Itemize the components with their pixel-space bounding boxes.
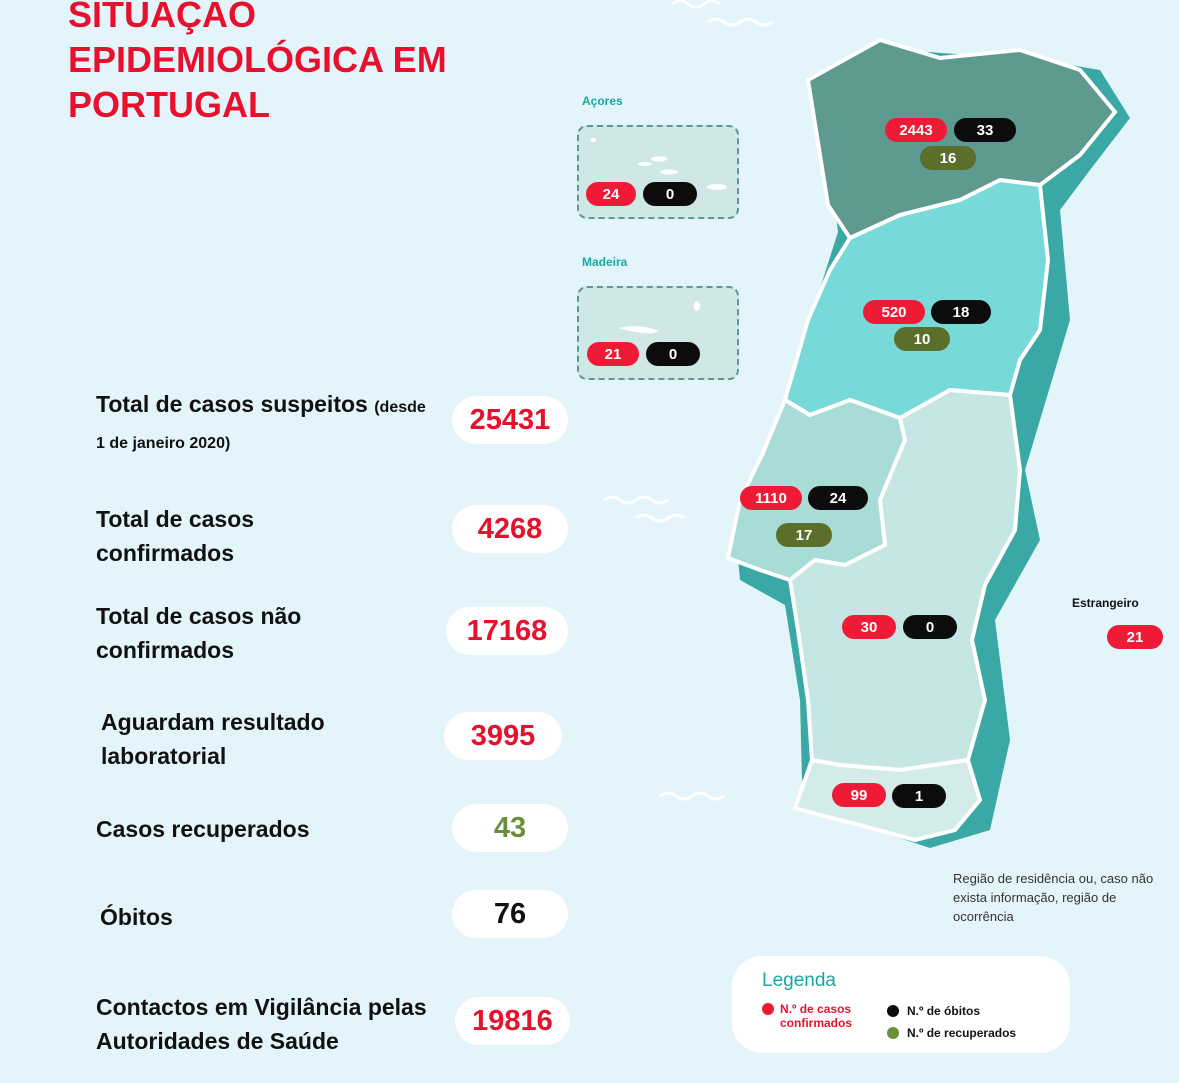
legend: Legenda N.º de casos confirmados N.º de … <box>732 956 1070 1053</box>
region-algarve[interactable] <box>792 757 983 843</box>
centro-recuperados: 10 <box>894 327 950 351</box>
centro-obitos: 18 <box>931 300 991 324</box>
suspeitos-label: Total de casos suspeitos (desde 1 de jan… <box>96 388 426 460</box>
acores-confirmados: 24 <box>586 182 636 206</box>
madeira-confirmados: 21 <box>587 342 639 366</box>
page-title: SITUAÇÃO EPIDEMIOLÓGICA EM PORTUGAL <box>68 0 447 125</box>
suspeitos-value: 25431 <box>452 396 568 444</box>
confirmados-label: Total de casos confirmados <box>96 506 255 566</box>
alentejo-confirmados: 30 <box>842 615 896 639</box>
aguardam-label: Aguardam resultado laboratorial <box>101 709 325 769</box>
legend-obitos: N.º de óbitos <box>907 1004 981 1018</box>
wave-decoration <box>603 0 773 801</box>
lisboa-obitos: 24 <box>808 486 868 510</box>
legend-red-dot-icon <box>762 1003 774 1015</box>
estrangeiro-label: Estrangeiro <box>1072 596 1139 610</box>
contactos-label: Contactos em Vigilância pelas Autoridade… <box>96 994 427 1054</box>
algarve-confirmados: 99 <box>832 783 886 807</box>
centro-confirmados: 520 <box>863 300 925 324</box>
legend-black-dot-icon <box>887 1005 899 1017</box>
legend-green-dot-icon <box>887 1027 899 1039</box>
lisboa-confirmados: 1110 <box>740 486 802 510</box>
norte-obitos: 33 <box>954 118 1016 142</box>
madeira-obitos: 0 <box>646 342 700 366</box>
acores-islands <box>590 138 727 190</box>
region-note: Região de residência ou, caso não exista… <box>953 871 1154 924</box>
madeira-title: Madeira <box>582 255 628 269</box>
obitos-value: 76 <box>452 890 568 938</box>
estrangeiro-confirmados: 21 <box>1107 625 1163 649</box>
acores-title: Açores <box>582 94 623 108</box>
recuperados-value: 43 <box>452 804 568 852</box>
acores-obitos: 0 <box>643 182 697 206</box>
region-centro[interactable] <box>782 177 1051 421</box>
nao-confirmados-label: Total de casos não confirmados <box>96 603 302 663</box>
recuperados-label: Casos recuperados <box>96 816 310 842</box>
legend-title: Legenda <box>762 970 836 991</box>
obitos-label: Óbitos <box>100 904 173 930</box>
aguardam-value: 3995 <box>444 712 562 760</box>
legend-recuperados: N.º de recuperados <box>907 1026 1017 1040</box>
lisboa-recuperados: 17 <box>776 523 832 547</box>
confirmados-value: 4268 <box>452 505 568 553</box>
norte-confirmados: 2443 <box>885 118 947 142</box>
legend-confirmados: N.º de casos confirmados <box>780 1002 853 1030</box>
nao-confirmados-value: 17168 <box>446 607 568 655</box>
norte-recuperados: 16 <box>920 146 976 170</box>
suspeitos-label-text: Total de casos suspeitos <box>96 391 368 417</box>
alentejo-obitos: 0 <box>903 615 957 639</box>
madeira-islands <box>619 301 700 334</box>
contactos-value: 19816 <box>455 997 570 1045</box>
algarve-obitos: 1 <box>892 784 946 808</box>
suspeitos-note: (desde 1 de janeiro 2020) <box>96 399 426 452</box>
